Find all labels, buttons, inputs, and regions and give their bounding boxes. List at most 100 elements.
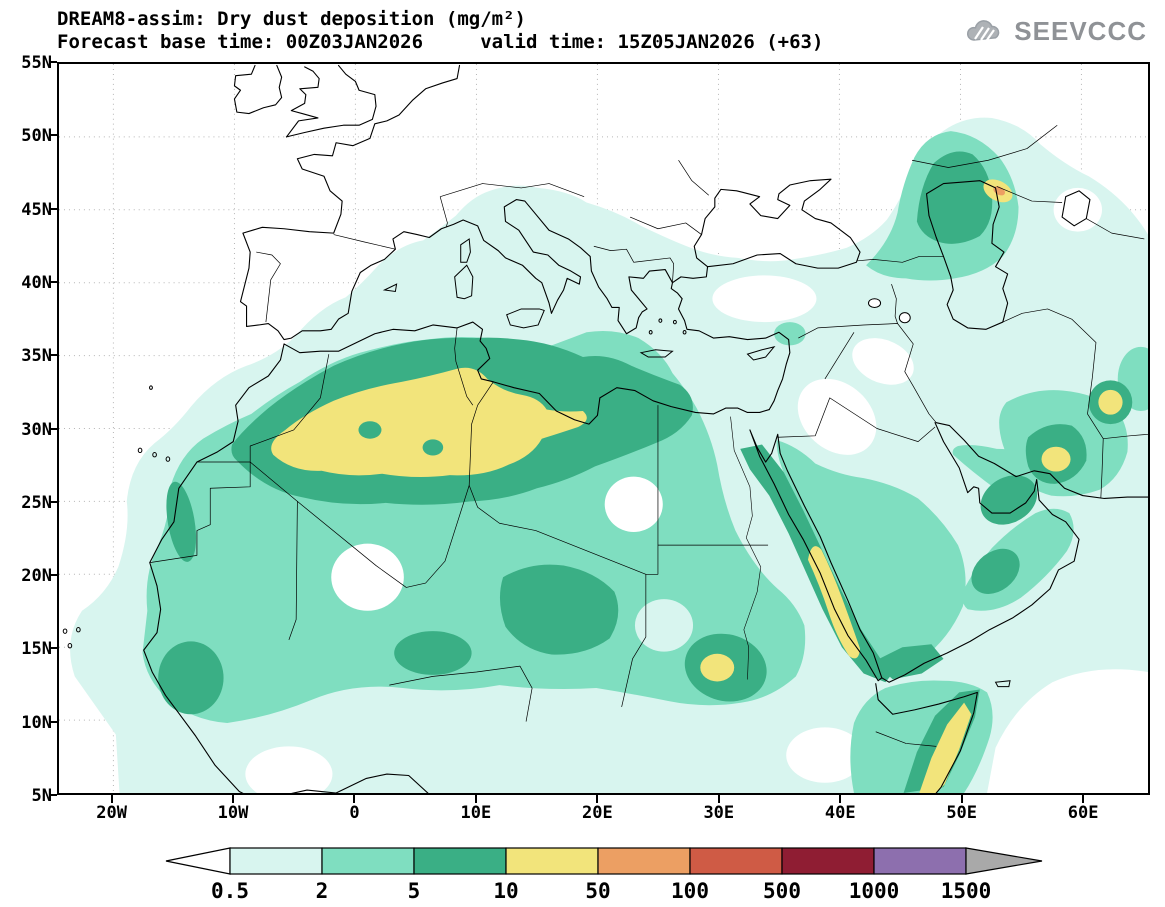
colorbar-tick-label: 1500 xyxy=(941,879,992,903)
border-path xyxy=(912,125,1057,167)
colorbar-tick-label: 0.5 xyxy=(211,879,249,903)
island-crete xyxy=(641,350,672,357)
colorbar-cell xyxy=(689,847,783,875)
coastlines xyxy=(144,65,1148,793)
plot-subtitle: Forecast base time: 00Z03JAN2026 valid t… xyxy=(57,31,824,53)
colorbar-cell xyxy=(873,847,967,875)
border-path xyxy=(622,574,646,707)
island-dot xyxy=(166,457,170,461)
lon-tick xyxy=(110,795,113,803)
island-cyprus xyxy=(747,347,774,360)
dust-clear-patches xyxy=(245,187,1148,793)
island-dot xyxy=(150,386,153,389)
plot-title: DREAM8-assim: Dry dust deposition (mg/m²… xyxy=(57,8,526,30)
colorbar-legend: 0.5 2 5 10 50 100 500 1000 1500 xyxy=(165,847,1043,903)
lat-tick-label: 35N xyxy=(21,346,52,367)
colorbar-tick-label: 1000 xyxy=(849,879,900,903)
border-path xyxy=(778,398,935,442)
colorbar-arrow-high xyxy=(965,847,1043,875)
colorbar-tick-label: 500 xyxy=(763,879,801,903)
lon-tick-label: 0 xyxy=(349,803,360,823)
geo-svg xyxy=(59,64,1148,793)
logo-text: SEEVCCC xyxy=(1014,16,1147,46)
coastline-path xyxy=(234,65,281,113)
border-path xyxy=(876,732,937,747)
country-borders xyxy=(150,125,1148,746)
coastline-path xyxy=(241,200,673,340)
border-path xyxy=(594,246,674,282)
lon-tick xyxy=(1082,795,1085,803)
border-path xyxy=(798,324,936,423)
border-path xyxy=(150,462,250,563)
lat-tick-label: 40N xyxy=(21,272,52,293)
island-dot xyxy=(659,319,662,322)
lon-tick xyxy=(717,795,720,803)
border-path xyxy=(679,160,709,195)
island-mallorca xyxy=(384,284,396,291)
border-path xyxy=(440,197,447,228)
island-dot xyxy=(153,453,157,457)
island-corsica xyxy=(461,239,471,262)
colorbar-cell xyxy=(229,847,323,875)
lat-tick-label: 5N xyxy=(31,786,52,806)
lon-tick-label: 30E xyxy=(703,803,735,823)
coastline-path xyxy=(694,179,860,268)
coastline-path xyxy=(882,423,1079,683)
lon-tick-label: 10E xyxy=(460,803,492,823)
lat-tick xyxy=(49,427,57,430)
lon-tick-label: 20E xyxy=(582,803,613,823)
colorbar-tick-label: 5 xyxy=(408,879,421,903)
lon-tick xyxy=(353,795,356,803)
colorbar-tick-label: 100 xyxy=(671,879,709,903)
coastline-path xyxy=(1062,191,1090,226)
border-path xyxy=(997,186,1062,202)
island-socotra xyxy=(996,681,1011,687)
border-path xyxy=(440,184,584,197)
lat-tick-label: 45N xyxy=(21,199,52,220)
colorbar-cell xyxy=(505,847,599,875)
colorbar-arrow-low xyxy=(165,847,231,875)
coastline-path xyxy=(750,430,882,681)
border-path xyxy=(825,332,854,379)
border-path xyxy=(858,256,944,262)
lat-tick-label: 50N xyxy=(21,126,52,147)
colorbar-cell xyxy=(597,847,691,875)
cloud-icon xyxy=(967,19,1000,41)
dust-clear-patches-inner xyxy=(331,476,694,652)
colorbar-tick-label: 50 xyxy=(585,879,610,903)
lon-tick-label: 60E xyxy=(1067,803,1099,823)
lake-van xyxy=(868,299,880,308)
border-path xyxy=(289,501,297,640)
colorbar-tick-label: 10 xyxy=(493,879,518,903)
lat-tick-label: 20N xyxy=(21,566,52,587)
island-dot xyxy=(63,629,67,633)
island-dot xyxy=(68,644,72,648)
coastline-path xyxy=(927,181,1008,330)
lat-tick xyxy=(49,207,57,210)
lat-tick xyxy=(49,500,57,503)
island-dot xyxy=(138,448,142,452)
lat-tick-label: 10N xyxy=(21,712,52,733)
lat-tick-label: 25N xyxy=(21,492,52,513)
lat-tick-label: 15N xyxy=(21,639,52,660)
lat-tick xyxy=(49,794,57,796)
dust-spots-in-core xyxy=(358,421,444,456)
lon-tick xyxy=(232,795,235,803)
border-path xyxy=(1103,434,1148,438)
lon-tick xyxy=(960,795,963,803)
border-path xyxy=(469,382,658,574)
coastline-path xyxy=(144,322,770,793)
lat-tick xyxy=(49,280,57,283)
lat-tick xyxy=(49,354,57,357)
lat-tick xyxy=(49,61,57,63)
island-dot xyxy=(683,331,686,334)
colorbar-cell xyxy=(781,847,875,875)
coastline-path xyxy=(936,423,1148,499)
lon-tick-label: 50E xyxy=(946,803,978,823)
dust-shading-layer xyxy=(70,117,1148,793)
island-dot xyxy=(77,628,81,632)
lat-tick xyxy=(49,134,57,137)
coastline-path xyxy=(286,65,376,136)
lon-tick xyxy=(839,795,842,803)
